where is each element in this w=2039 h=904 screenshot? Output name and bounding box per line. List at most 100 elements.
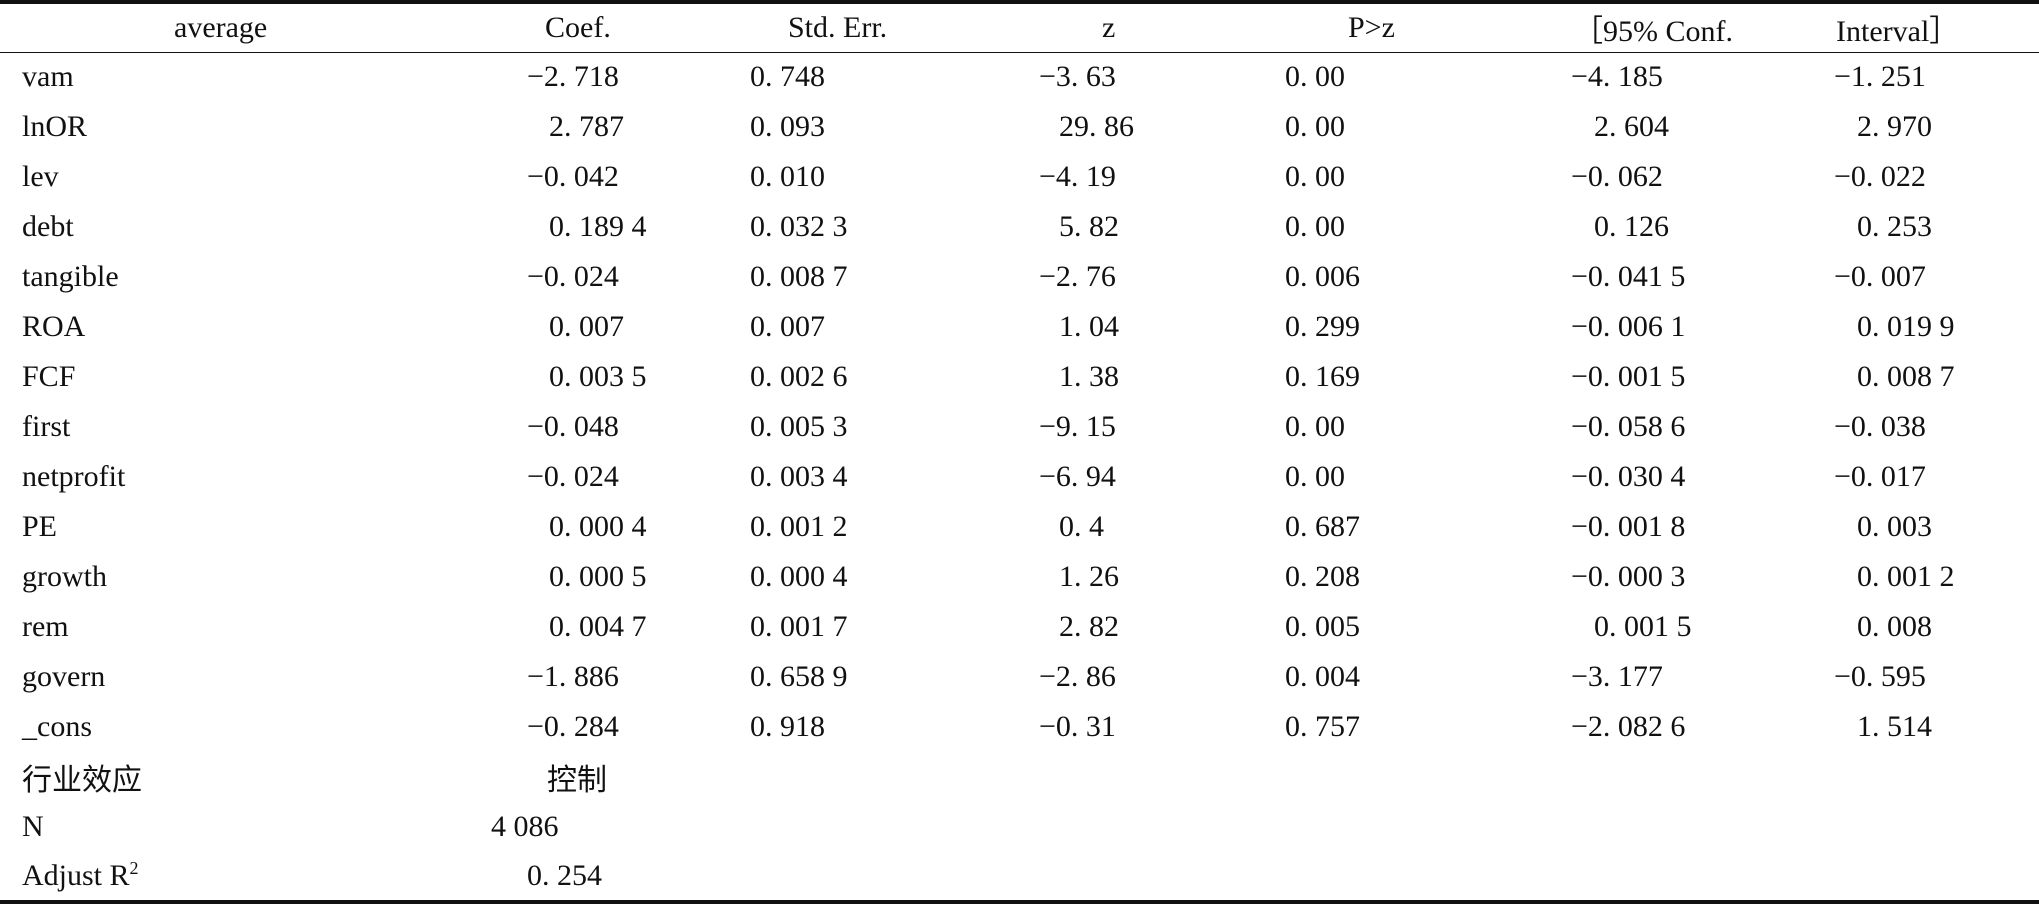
cell-se: 0. 002 6 (750, 360, 848, 393)
cell-se: 0. 032 3 (750, 210, 848, 243)
cell-p: 0. 757 (1285, 710, 1360, 743)
table-row: netprofit −0. 024 0. 003 4 −6. 94 0. 00 −0. 0… (0, 452, 2039, 502)
cell-p: 0. 00 (1285, 160, 1345, 193)
cell-p: 0. 687 (1285, 510, 1360, 543)
cell-coef: 2. 787 (549, 110, 624, 143)
cell-coef: 0. 000 4 (549, 510, 647, 543)
cell-hi: 0. 008 7 (1857, 360, 1955, 393)
superscript-two: 2 (129, 858, 139, 878)
cell-z: −0. 31 (1039, 710, 1116, 743)
table-row: ROA 0. 007 0. 007 1. 04 0. 299 −0. 006 1 0. 01… (0, 302, 2039, 352)
table-row: tangible −0. 024 0. 008 7 −2. 76 0. 006 −0. 0… (0, 252, 2039, 302)
cell-p: 0. 004 (1285, 660, 1360, 693)
table-row: lev −0. 042 0. 010 −4. 19 0. 00 −0. 062 −0. 02… (0, 152, 2039, 202)
cell-p: 0. 005 (1285, 610, 1360, 643)
empty-cell (712, 752, 979, 802)
empty-cell (979, 852, 1245, 904)
adjusted-r2-label: Adjust R2 (0, 852, 465, 904)
header-average: average (0, 0, 465, 53)
cell-coef: 0. 189 4 (549, 210, 647, 243)
cell-hi: 2. 970 (1857, 110, 1932, 143)
empty-cell (712, 852, 979, 904)
cell-p: 0. 299 (1285, 310, 1360, 343)
cell-hi: −0. 595 (1834, 660, 1926, 693)
cell-lo: −0. 006 1 (1571, 310, 1686, 343)
cell-hi: 0. 008 (1857, 610, 1932, 643)
empty-cell (979, 802, 1245, 852)
cell-coef: 0. 007 (549, 310, 624, 343)
footer-row-industry-effect: 行业效应 控制 (0, 752, 2039, 802)
row-label: vam (22, 60, 74, 94)
table-row: rem 0. 004 7 0. 001 7 2. 82 0. 005 0. 001 5 0.… (0, 602, 2039, 652)
cell-coef: −0. 048 (527, 410, 619, 443)
cell-se: 0. 918 (750, 710, 825, 743)
cell-hi: 0. 253 (1857, 210, 1932, 243)
header-conf-low: ［95% Conf. (1512, 0, 1779, 53)
empty-cell (1512, 852, 1779, 904)
sample-size-label-text: N (22, 810, 44, 843)
cell-se: 0. 658 9 (750, 660, 848, 693)
cell-z: −2. 76 (1039, 260, 1116, 293)
empty-cell (1245, 852, 1512, 904)
table-row: FCF 0. 003 5 0. 002 6 1. 38 0. 169 −0. 001 5 0… (0, 352, 2039, 402)
cell-hi: −0. 038 (1834, 410, 1926, 443)
header-p: P>z (1245, 0, 1512, 53)
footer-row-sample-size: N 4 086 (0, 802, 2039, 852)
cell-z: 2. 82 (1059, 610, 1119, 643)
cell-se: 0. 010 (750, 160, 825, 193)
cell-coef: −0. 042 (527, 160, 619, 193)
table-row: vam −2. 718 0. 748 −3. 63 0. 00 −4. 185 −1. 25… (0, 52, 2039, 102)
cell-se: 0. 007 (750, 310, 825, 343)
cell-se: 0. 003 4 (750, 460, 848, 493)
empty-cell (1245, 752, 1512, 802)
empty-cell (1245, 802, 1512, 852)
cell-lo: 0. 001 5 (1594, 610, 1692, 643)
row-label: rem (22, 610, 69, 643)
cell-lo: −0. 062 (1571, 160, 1663, 193)
header-conf-high: Interval］ (1779, 0, 2039, 53)
cell-p: 0. 00 (1285, 410, 1345, 443)
industry-effect-label: 行业效应 (0, 752, 465, 802)
cell-z: 0. 4 (1059, 510, 1104, 543)
empty-cell (1779, 752, 2039, 802)
row-label: debt (22, 210, 74, 243)
row-label: first (22, 410, 71, 443)
cell-lo: −0. 001 5 (1571, 360, 1686, 393)
header-coef: Coef. (465, 0, 712, 53)
table-row: PE 0. 000 4 0. 001 2 0. 4 0. 687 −0. 001 8 0. … (0, 502, 2039, 552)
cell-coef: −0. 024 (527, 260, 619, 293)
cell-lo: 0. 126 (1594, 210, 1669, 243)
empty-cell (1779, 852, 2039, 904)
cell-z: −2. 86 (1039, 660, 1116, 693)
header-std-err: Std. Err. (712, 0, 979, 53)
cell-hi: −0. 007 (1834, 260, 1926, 293)
cell-coef: 0. 004 7 (549, 610, 647, 643)
sample-size-value: 4 086 (491, 810, 559, 843)
table-body: vam −2. 718 0. 748 −3. 63 0. 00 −4. 185 −1. 25… (0, 52, 2039, 904)
row-label: FCF (22, 360, 76, 393)
table-row: govern −1. 886 0. 658 9 −2. 86 0. 004 −3. 177… (0, 652, 2039, 702)
cell-lo: −0. 058 6 (1571, 410, 1686, 443)
cell-hi: 0. 003 (1857, 510, 1932, 543)
row-label: netprofit (22, 460, 126, 493)
cell-se: 0. 005 3 (750, 410, 848, 443)
adjusted-r2-label-text: Adjust R (22, 859, 130, 892)
cell-se: 0. 748 (750, 60, 825, 94)
cell-z: 1. 04 (1059, 310, 1119, 343)
cell-p: 0. 169 (1285, 360, 1360, 393)
row-label: growth (22, 560, 107, 593)
empty-cell (712, 802, 979, 852)
cell-p: 0. 00 (1285, 110, 1345, 143)
cell-z: −6. 94 (1039, 460, 1116, 493)
cell-hi: −0. 022 (1834, 160, 1926, 193)
cell-coef: 0. 000 5 (549, 560, 647, 593)
industry-effect-label-text: 行业效应 (22, 763, 142, 798)
table-row: lnOR 2. 787 0. 093 29. 86 0. 00 2. 604 2. 970 (0, 102, 2039, 152)
sample-size-label: N (0, 802, 465, 852)
adjusted-r2-value: 0. 254 (465, 852, 712, 904)
cell-z: 1. 26 (1059, 560, 1119, 593)
cell-p: 0. 00 (1285, 210, 1345, 243)
empty-cell (1512, 802, 1779, 852)
cell-p: 0. 006 (1285, 260, 1360, 293)
